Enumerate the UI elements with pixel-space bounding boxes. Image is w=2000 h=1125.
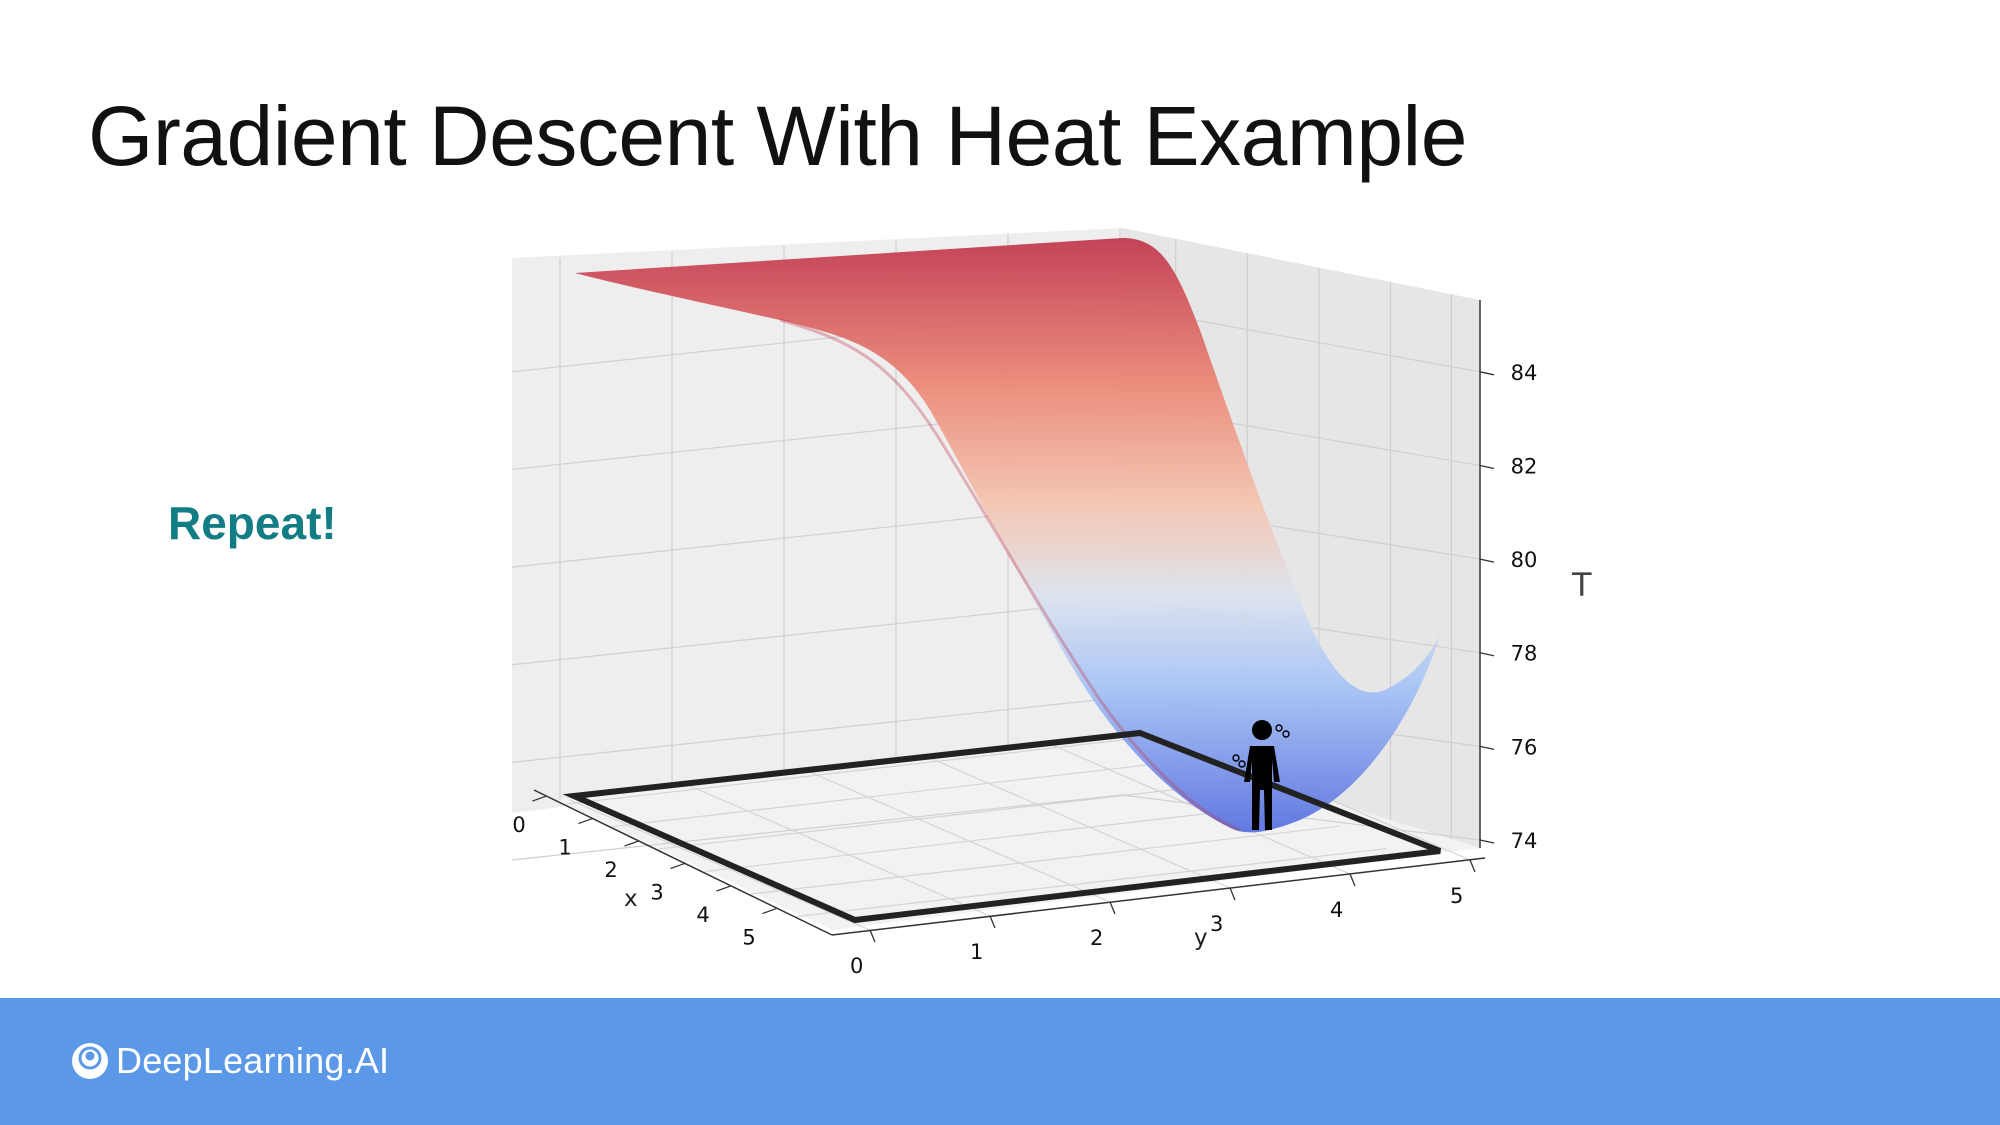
floor-grid-line	[658, 780, 1249, 850]
y-tick-label: 5	[1450, 884, 1463, 908]
y-tick-label: 0	[850, 954, 863, 978]
footer-bar	[0, 998, 2000, 1125]
z-tick-label: 82	[1511, 454, 1538, 478]
x-tick-label: 4	[696, 903, 709, 927]
surface-chart: 0 1 2 3 4 5 0 1 2 3 4 5 74 76 78 80 82 84 x y T	[511, 228, 1592, 978]
wall-grid-line	[511, 599, 1123, 666]
z-tick-mark	[1479, 464, 1495, 470]
z-tick-mark	[1479, 839, 1495, 844]
surface-ridge-line	[779, 318, 1241, 832]
x-tick-mark	[762, 907, 777, 915]
x-tick-label: 2	[604, 858, 617, 882]
x-tick-label: 1	[558, 836, 571, 860]
y-tick-mark	[869, 929, 876, 943]
y-tick-label: 3	[1210, 912, 1223, 936]
y-tick-mark	[1469, 859, 1476, 873]
z-tick-label: 74	[1511, 829, 1538, 853]
floor-grid-line	[612, 757, 1203, 828]
floor-grid-line	[809, 771, 1111, 903]
y-tick-label: 2	[1090, 926, 1103, 950]
y-tick-mark	[1349, 873, 1356, 887]
x-tick-label: 0	[512, 813, 525, 837]
floor-grid-line	[750, 825, 1341, 895]
x-tick-mark	[716, 885, 731, 892]
x-tick-label: 3	[650, 881, 663, 905]
y-tick-mark	[1109, 901, 1116, 915]
repeat-label: Repeat!	[168, 497, 337, 549]
wall-grid-line	[511, 696, 1123, 763]
deeplearning-logo-icon	[72, 1043, 108, 1079]
brand-logo-lockup[interactable]: DeepLearning.AI	[70, 1040, 389, 1082]
x-axis-ticks: 0 1 2 3 4 5	[512, 795, 777, 950]
z-axis-label: T	[1571, 566, 1592, 604]
y-tick-mark	[1229, 887, 1236, 901]
floor-grid-line	[796, 847, 1387, 918]
y-tick-label: 4	[1330, 898, 1343, 922]
x-axis-line	[533, 789, 833, 936]
person-icon	[1232, 720, 1290, 830]
z-tick-mark	[1479, 558, 1495, 563]
z-axis-ticks: 74 76 78 80 82 84	[1479, 361, 1538, 853]
x-tick-label: 5	[742, 926, 755, 950]
temperature-surface	[575, 238, 1440, 833]
z-tick-mark	[1479, 371, 1495, 376]
x-axis-label: x	[624, 886, 638, 912]
y-axis-label: y	[1194, 925, 1208, 951]
x-tick-mark	[578, 817, 593, 825]
floor-grid-line	[704, 802, 1295, 873]
x-tick-mark	[532, 795, 547, 802]
floor-grid-line	[689, 785, 991, 917]
surface-plot-svg: 0 1 2 3 4 5 0 1 2 3 4 5 74 76 78 80 82 84 x y T	[511, 228, 1592, 978]
z-tick-label: 84	[1511, 361, 1538, 385]
floor-grid-line	[929, 757, 1231, 889]
slide-title: Gradient Descent With Heat Example	[88, 89, 1467, 183]
wall-grid-line	[511, 794, 1123, 861]
y-tick-mark	[989, 915, 996, 929]
z-tick-label: 80	[1511, 548, 1538, 572]
brand-name: DeepLearning.AI	[116, 1040, 390, 1081]
y-axis-line	[831, 857, 1486, 936]
floor-boundary-rect	[562, 729, 1442, 924]
z-tick-label: 78	[1511, 642, 1538, 666]
y-axis-ticks: 0 1 2 3 4 5	[850, 859, 1476, 978]
z-tick-mark	[1479, 745, 1495, 750]
floor-grid-line	[569, 799, 871, 931]
x-tick-mark	[670, 862, 685, 870]
sweat-drops-icon	[1232, 724, 1290, 768]
z-tick-mark	[1479, 652, 1495, 657]
x-tick-mark	[624, 840, 639, 847]
z-tick-label: 76	[1511, 735, 1538, 759]
y-tick-label: 1	[970, 940, 983, 964]
